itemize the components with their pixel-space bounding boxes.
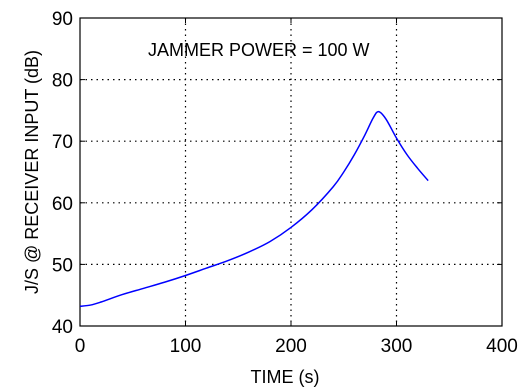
y-tick-label: 70 <box>52 132 73 153</box>
x-tick-label: 100 <box>170 336 202 357</box>
y-tick-label: 80 <box>52 71 73 92</box>
y-tick-label: 60 <box>52 194 73 215</box>
series-line <box>79 110 429 308</box>
tick-labels: 0 100 200 300 400 40 50 60 70 80 90 <box>52 9 518 357</box>
x-tick-label: 200 <box>275 336 307 357</box>
annotation-text: JAMMER POWER = 100 W <box>148 40 370 60</box>
x-tick-label: 300 <box>381 336 413 357</box>
y-axis-label: J/S @ RECEIVER INPUT (dB) <box>22 50 42 294</box>
y-tick-label: 40 <box>52 317 73 338</box>
x-tick-label: 400 <box>486 336 518 357</box>
plot-frame <box>79 17 503 327</box>
grid-lines <box>80 18 502 326</box>
x-axis-label: TIME (s) <box>251 367 320 387</box>
x-tick-label: 0 <box>75 336 86 357</box>
y-tick-label: 90 <box>52 9 73 30</box>
y-tick-label: 50 <box>52 255 73 276</box>
